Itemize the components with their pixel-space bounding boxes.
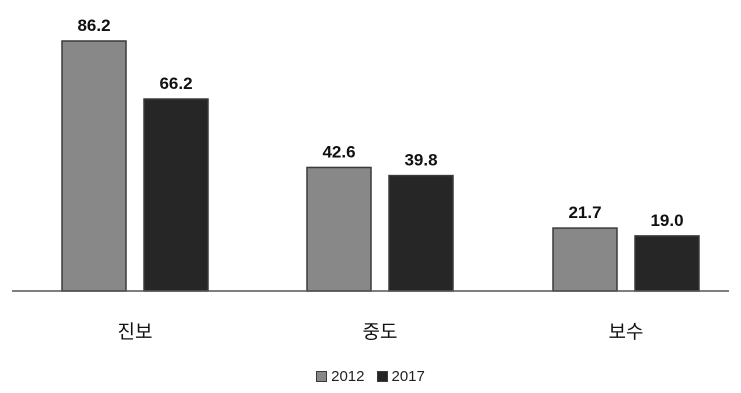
- bar-2017-2: [634, 235, 700, 292]
- legend-label-2017: 2017: [391, 368, 425, 385]
- legend-label-2012: 2012: [331, 368, 365, 385]
- value-label-2012-2: 21.7: [568, 203, 601, 222]
- legend-item-2017: 2017: [376, 368, 425, 385]
- bars-group: [61, 40, 700, 292]
- bar-2012-0: [61, 40, 127, 292]
- value-label-2012-0: 86.2: [77, 16, 110, 35]
- bar-2017-1: [388, 174, 454, 292]
- legend-item-2012: 2012: [316, 368, 365, 385]
- category-label-2: 보수: [609, 321, 644, 343]
- legend: 2012 2017: [0, 368, 741, 385]
- bar-2012-2: [552, 227, 618, 292]
- value-label-2017-0: 66.2: [159, 74, 192, 93]
- legend-swatch-2017: [376, 371, 388, 382]
- bar-2012-1: [306, 166, 372, 292]
- labels-group: 86.2 66.2 진보 42.6 39.8 중도 21.7 19.0 보수: [77, 16, 683, 343]
- bar-2017-0: [143, 98, 209, 292]
- category-label-0: 진보: [118, 321, 153, 343]
- value-label-2017-1: 39.8: [404, 151, 437, 170]
- value-label-2017-2: 19.0: [650, 211, 683, 230]
- category-label-1: 중도: [363, 321, 398, 343]
- legend-swatch-2012: [316, 371, 328, 382]
- value-label-2012-1: 42.6: [322, 142, 355, 161]
